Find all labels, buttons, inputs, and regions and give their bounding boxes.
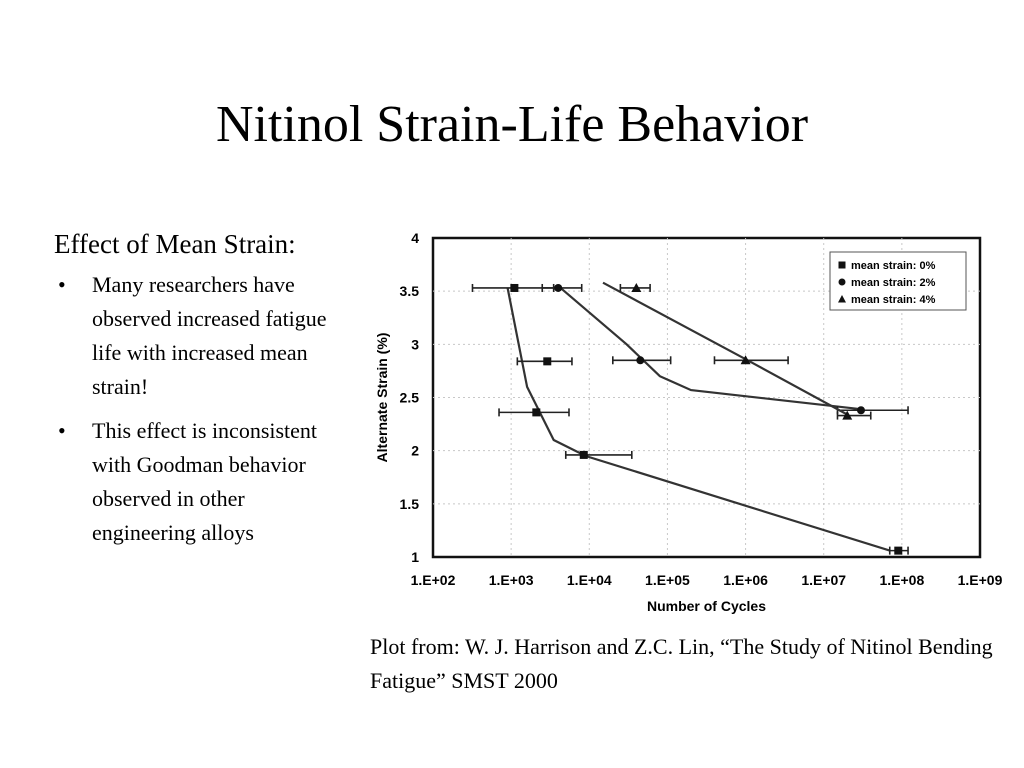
y-axis-label: Alternate Strain (%) (374, 333, 390, 463)
data-point-circle (856, 406, 865, 415)
series-line (506, 287, 891, 552)
bullet-item: • Many researchers have observed increas… (54, 268, 354, 404)
bullet-list: • Many researchers have observed increas… (54, 268, 354, 550)
x-tick-label: 1.E+06 (723, 572, 768, 588)
y-tick-label: 3.5 (400, 283, 420, 299)
x-tick-label: 1.E+07 (801, 572, 846, 588)
data-point-square (532, 408, 541, 417)
plot-caption: Plot from: W. J. Harrison and Z.C. Lin, … (370, 634, 993, 693)
chart-svg: 1.E+02 1.E+03 1.E+04 1.E+05 1.E+06 1.E+07 1.E+… (374, 230, 1003, 614)
y-tick-label: 3 (411, 336, 419, 352)
x-tick-label: 1.E+09 (958, 572, 1003, 588)
x-tick-label: 1.E+02 (411, 572, 456, 588)
series-line (557, 285, 862, 411)
y-tick-label: 1 (411, 549, 419, 565)
y-tick-label: 1.5 (400, 496, 420, 512)
x-tick-label: 1.E+05 (645, 572, 690, 588)
legend-box (829, 251, 967, 311)
strain-life-chart: 1.E+02 1.E+03 1.E+04 1.E+05 1.E+06 1.E+07 1.E+… (360, 220, 1020, 620)
legend-label: mean strain: 4% (851, 294, 936, 306)
y-tick-label: 2 (411, 443, 419, 459)
data-point-circle (636, 356, 645, 365)
legend-marker-triangle (838, 295, 846, 303)
x-tick-label: 1.E+08 (879, 572, 924, 588)
text-panel: Effect of Mean Strain: • Many researcher… (54, 224, 354, 560)
data-point-square (543, 357, 552, 366)
data-point-circle (554, 283, 563, 292)
bullet-icon: • (58, 418, 66, 443)
x-tick-label: 1.E+04 (567, 572, 612, 588)
bullet-text: This effect is inconsistent with Goodman… (92, 418, 318, 545)
section-heading: Effect of Mean Strain: (54, 229, 296, 259)
data-point-triangle (740, 355, 751, 365)
x-tick-label: 1.E+03 (489, 572, 534, 588)
legend-label: mean strain: 2% (851, 277, 936, 289)
y-tick-label: 4 (411, 230, 419, 246)
legend-marker-square (838, 261, 846, 269)
bullet-item: • This effect is inconsistent with Goodm… (54, 414, 354, 550)
data-point-square (894, 546, 903, 555)
y-tick-label: 2.5 (400, 390, 420, 406)
data-point-triangle (631, 282, 642, 292)
legend-label: mean strain: 0% (851, 260, 936, 272)
slide-title: Nitinol Strain-Life Behavior (215, 96, 809, 153)
bullet-icon: • (58, 272, 66, 297)
legend-marker-circle (838, 278, 846, 286)
bullet-text: Many researchers have observed increased… (92, 272, 327, 399)
data-point-square (510, 283, 519, 292)
x-axis-label: Number of Cycles (647, 598, 766, 614)
data-point-square (579, 450, 588, 459)
data-point-triangle (842, 410, 853, 420)
